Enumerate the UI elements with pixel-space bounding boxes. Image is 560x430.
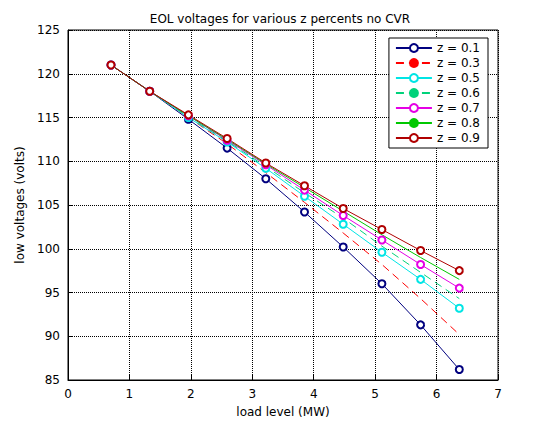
svg-text:90: 90 (45, 329, 60, 343)
svg-text:125: 125 (37, 23, 60, 37)
svg-text:z = 0.8: z = 0.8 (437, 116, 480, 130)
svg-text:105: 105 (37, 198, 60, 212)
svg-text:z = 0.1: z = 0.1 (437, 41, 480, 55)
svg-text:95: 95 (45, 286, 60, 300)
svg-text:100: 100 (37, 242, 60, 256)
svg-text:2: 2 (187, 387, 195, 401)
svg-text:120: 120 (37, 67, 60, 81)
svg-text:z = 0.6: z = 0.6 (437, 86, 480, 100)
svg-text:z = 0.5: z = 0.5 (437, 71, 480, 85)
svg-text:load level (MW): load level (MW) (236, 405, 329, 419)
svg-text:z = 0.9: z = 0.9 (437, 131, 480, 145)
svg-text:0: 0 (64, 387, 72, 401)
svg-text:85: 85 (45, 373, 60, 387)
svg-text:110: 110 (37, 154, 60, 168)
svg-text:5: 5 (371, 387, 379, 401)
svg-text:4: 4 (310, 387, 318, 401)
svg-text:3: 3 (248, 387, 256, 401)
svg-text:7: 7 (494, 387, 502, 401)
svg-text:1: 1 (126, 387, 134, 401)
svg-text:low voltages (volts): low voltages (volts) (13, 146, 27, 263)
svg-text:EOL voltages for various z per: EOL voltages for various z percents no C… (150, 12, 410, 26)
svg-text:z = 0.7: z = 0.7 (437, 101, 480, 115)
svg-text:z = 0.3: z = 0.3 (437, 56, 480, 70)
svg-text:6: 6 (433, 387, 441, 401)
svg-text:115: 115 (37, 111, 60, 125)
